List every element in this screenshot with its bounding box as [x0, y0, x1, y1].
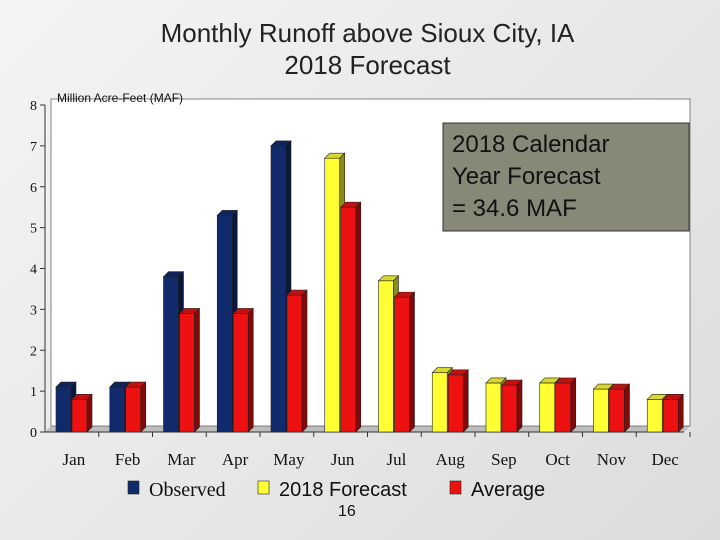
legend-swatch: [257, 480, 270, 495]
forecast-annotation-text: 2018 Calendar: [452, 131, 609, 158]
page-number: 16: [338, 503, 356, 520]
bar-average: [393, 291, 416, 433]
bar-average: [340, 201, 362, 433]
x-tick-label: Feb: [115, 450, 141, 469]
x-tick-label: Jun: [331, 450, 355, 469]
y-tick-label: 1: [30, 385, 37, 400]
bar-side: [301, 289, 308, 433]
bar-front: [286, 294, 303, 433]
bar-front: [270, 145, 287, 433]
bar-front: [216, 215, 233, 433]
legend-swatch: [127, 480, 140, 495]
y-tick-label: 8: [30, 99, 37, 114]
bar-average: [555, 377, 577, 433]
bar-average: [501, 379, 523, 433]
y-tick-label: 0: [30, 426, 37, 441]
bar-front: [431, 372, 448, 433]
x-tick-label: Nov: [597, 450, 627, 469]
y-tick-label: 4: [30, 263, 37, 278]
legend-item: Average: [449, 479, 545, 501]
legend-label: Observed: [149, 479, 226, 501]
legend-swatch: [449, 480, 462, 495]
y-tick-label: 7: [30, 140, 37, 155]
bar-average: [608, 383, 631, 433]
bar-front: [163, 276, 179, 433]
forecast-annotation-box: [442, 122, 690, 232]
bar-average: [232, 307, 254, 433]
x-tick-label: Dec: [651, 450, 679, 469]
bar-front: [232, 313, 249, 433]
bar-side: [194, 307, 200, 433]
x-tick-label: Oct: [545, 450, 570, 469]
x-tick-label: Aug: [435, 450, 465, 469]
bar-front: [179, 313, 195, 433]
bar-front: [501, 384, 518, 433]
y-tick-label: 6: [30, 181, 37, 196]
x-tick-label: Jul: [386, 450, 406, 469]
y-axis-label: Million Acre-Feet (MAF): [57, 91, 183, 105]
plot-floor: [45, 426, 690, 432]
bar-side: [355, 201, 362, 433]
bar-average: [71, 393, 93, 433]
chart-title: Monthly Runoff above Sioux City, IA: [160, 18, 575, 48]
bar-front: [125, 386, 142, 433]
bar-front: [662, 398, 679, 433]
bar-front: [447, 374, 464, 433]
x-tick-label: Jan: [63, 450, 86, 469]
x-tick-label: Apr: [222, 450, 249, 469]
legend-item: Observed: [127, 479, 226, 501]
x-tick-label: Mar: [167, 450, 196, 469]
legend-label: 2018 Forecast: [279, 479, 407, 501]
bar-front: [555, 382, 572, 433]
bar-side: [462, 369, 469, 433]
bar-average: [662, 393, 684, 433]
bar-front: [340, 206, 357, 433]
forecast-annotation-text: Year Forecast: [452, 163, 601, 190]
y-tick-label: 5: [30, 222, 37, 237]
bar-front: [71, 398, 88, 433]
chart-subtitle: 2018 Forecast: [284, 50, 451, 80]
bar-side: [516, 379, 523, 433]
bar-front: [539, 382, 556, 433]
x-tick-label: May: [273, 450, 305, 469]
bar-side: [570, 377, 577, 433]
bar-average: [125, 381, 147, 433]
bar-side: [140, 381, 147, 433]
x-tick-label: Sep: [491, 450, 517, 469]
forecast-annotation-text: = 34.6 MAF: [452, 195, 577, 222]
bar-front: [646, 398, 663, 433]
bar-side: [677, 393, 684, 433]
bar-side: [624, 383, 630, 433]
bar-average: [447, 369, 469, 433]
legend-item: 2018 Forecast: [257, 479, 407, 501]
legend-label: Average: [471, 479, 545, 501]
y-tick-label: 2: [30, 344, 37, 359]
bar-front: [378, 280, 394, 433]
y-tick-label: 3: [30, 303, 37, 318]
bar-average: [286, 289, 308, 433]
bar-front: [609, 388, 625, 433]
bar-side: [247, 307, 254, 433]
bar-average: [178, 307, 201, 433]
bar-side: [409, 291, 415, 433]
bar-side: [86, 393, 93, 433]
bar-front: [109, 386, 126, 433]
bar-front: [394, 296, 410, 433]
bar-front: [485, 382, 502, 433]
bar-front: [324, 157, 341, 433]
bar-front: [55, 386, 72, 433]
bar-front: [593, 388, 609, 433]
